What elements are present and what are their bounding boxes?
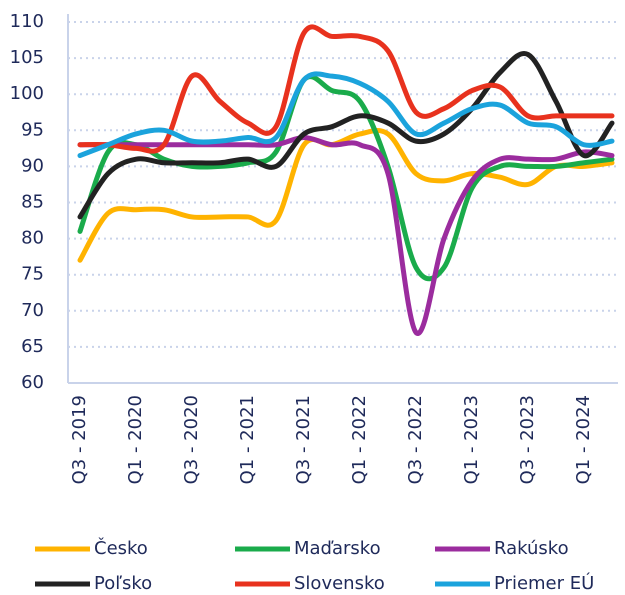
x-tick-label: Q3 - 2022 (405, 395, 426, 484)
x-tick-label: Q3 - 2019 (69, 395, 90, 484)
y-tick-label: 85 (21, 192, 44, 213)
x-tick-label: Q1 - 2024 (573, 395, 594, 484)
x-tick-label: Q3 - 2023 (517, 395, 538, 484)
series-line (77, 74, 615, 282)
x-tick-label: Q1 - 2021 (237, 395, 258, 484)
series-line (77, 51, 615, 220)
series-line (77, 24, 615, 154)
y-tick-label: 95 (21, 119, 44, 140)
series-line (77, 128, 615, 263)
x-tick-label: Q1 - 2022 (349, 395, 370, 484)
y-tick-label: 60 (21, 372, 44, 393)
y-tick-label: 80 (21, 228, 44, 249)
x-tick-label: Q1 - 2020 (125, 395, 146, 484)
x-tick-label: Q1 - 2023 (461, 395, 482, 484)
legend-label: Rakúsko (494, 538, 569, 559)
series-line (77, 135, 615, 336)
y-tick-label: 75 (21, 264, 44, 285)
y-tick-label: 105 (10, 47, 44, 68)
y-tick-label: 90 (21, 155, 44, 176)
y-tick-label: 70 (21, 300, 44, 321)
y-tick-label: 110 (10, 11, 44, 32)
legend-label: Slovensko (294, 573, 385, 594)
series-line (77, 71, 615, 159)
x-tick-label: Q3 - 2020 (181, 395, 202, 484)
legend-label: Maďarsko (294, 538, 381, 559)
y-tick-label: 65 (21, 336, 44, 357)
x-tick-label: Q3 - 2021 (293, 395, 314, 484)
y-tick-label: 100 (10, 83, 44, 104)
legend-label: Česko (94, 537, 148, 559)
legend-label: Poľsko (94, 573, 152, 594)
legend-label: Priemer EÚ (494, 572, 594, 594)
